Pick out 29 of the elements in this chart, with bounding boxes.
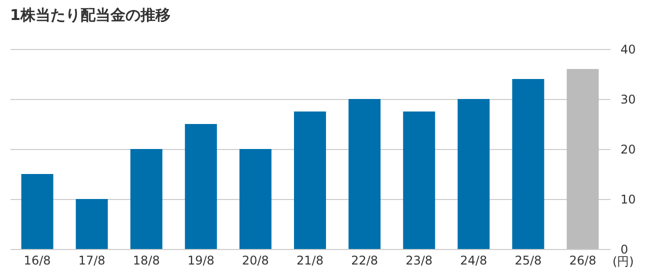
x-tick-label: 26/8 [569,254,596,268]
y-tick-label: 40 [620,42,636,56]
x-tick-label: 25/8 [514,254,542,268]
bar [184,124,217,249]
x-tick-label: 21/8 [296,254,324,268]
y-axis-title: (円) [612,254,634,268]
x-tick-label: 16/8 [24,254,51,268]
y-tick-label: 20 [620,142,636,156]
bar [348,99,381,249]
bar [458,99,490,249]
chart-title: 1株当たり配当金の推移 [10,6,170,24]
x-tick-label: 17/8 [78,254,106,268]
bar [239,149,272,249]
y-tick-label: 10 [620,192,636,206]
bar [512,79,544,249]
bar [21,174,54,249]
x-tick-label: 18/8 [132,254,160,268]
bar [76,199,108,249]
x-tick-label: 20/8 [242,254,269,268]
x-tick-label: 19/8 [187,254,214,268]
y-tick-label: 0 [620,242,628,256]
bar [403,112,436,249]
x-tick-label: 22/8 [351,254,378,268]
bar [130,149,162,249]
y-tick-label: 30 [620,92,636,106]
x-tick-label: 24/8 [460,254,488,268]
bar [294,112,326,249]
bar [566,69,599,249]
x-tick-label: 23/8 [406,254,433,268]
